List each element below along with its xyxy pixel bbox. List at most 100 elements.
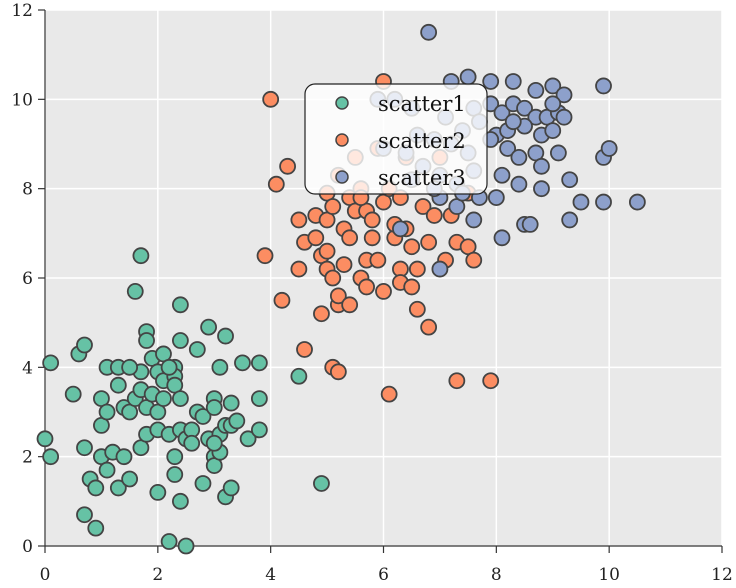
scatter-point [431, 260, 449, 278]
legend-label: scatter1 [378, 92, 466, 116]
scatter-point [183, 434, 201, 452]
scatter-point [358, 278, 375, 296]
scatter-point [250, 421, 268, 439]
scatter-point [600, 140, 618, 157]
scatter-point [36, 430, 54, 448]
scatter-point [290, 367, 308, 385]
y-tick-label: 0 [22, 537, 33, 557]
x-tick-label: 12 [711, 565, 733, 585]
scatter-point [121, 358, 139, 376]
x-tick-label: 8 [491, 565, 502, 585]
scatter-point [211, 358, 229, 376]
scatter-point [595, 77, 612, 95]
scatter-point [290, 211, 308, 229]
scatter-point [188, 341, 206, 358]
scatter-point [408, 260, 426, 278]
legend-label: scatter3 [378, 166, 466, 190]
scatter-point [544, 122, 562, 140]
scatter-point [459, 68, 477, 86]
scatter-point [595, 193, 612, 211]
scatter-point [64, 385, 82, 403]
scatter-point [296, 341, 313, 358]
scatter-point [499, 140, 517, 157]
scatter-point [324, 269, 342, 287]
scatter-point [628, 193, 646, 211]
scatter-point [420, 318, 438, 336]
scatter-point [341, 296, 359, 314]
scatter-point [544, 77, 562, 95]
scatter-point [171, 296, 189, 314]
scatter-point [121, 470, 139, 488]
scatter-point [510, 148, 528, 166]
scatter-point [155, 390, 172, 408]
scatter-point [363, 229, 381, 247]
scatter-point [262, 90, 280, 108]
scatter-point [87, 479, 105, 497]
scatter-point [205, 434, 223, 452]
scatter-point [166, 448, 184, 466]
scatter-point [527, 82, 545, 99]
scatter-point [109, 376, 127, 394]
scatter-point [42, 354, 60, 372]
scatter-point [329, 363, 347, 381]
legend-marker [335, 96, 349, 110]
scatter-point [76, 506, 93, 524]
series-scatter1 [36, 247, 330, 555]
scatter-point [335, 256, 353, 274]
scatter-point [420, 23, 438, 41]
scatter-point [171, 390, 189, 408]
scatter-point [493, 166, 511, 184]
scatter-point [533, 180, 550, 198]
scatter-point [414, 198, 432, 215]
y-tick-label: 2 [22, 448, 33, 468]
scatter-point [482, 372, 500, 390]
legend: scatter1 scatter2 scatter3 [304, 83, 488, 195]
legend-marker [335, 170, 349, 184]
scatter-point [76, 336, 93, 354]
scatter-point [482, 73, 500, 90]
x-tick-label: 0 [40, 565, 51, 585]
scatter-point [267, 175, 285, 193]
scatter-point [549, 144, 567, 162]
scatter-point [493, 229, 511, 247]
scatter-point [363, 211, 381, 229]
scatter-point [555, 86, 573, 104]
scatter-point [313, 305, 330, 323]
scatter-point [392, 220, 409, 238]
scatter-point [329, 287, 347, 305]
scatter-point [132, 247, 150, 265]
scatter-point [561, 211, 579, 229]
scatter-point [533, 157, 550, 175]
scatter-point [307, 229, 325, 247]
scatter-point [228, 412, 246, 430]
scatter-point [290, 260, 308, 278]
scatter-point [87, 519, 105, 537]
scatter-point [222, 394, 240, 412]
scatter-point [42, 448, 60, 466]
scatter-point [194, 408, 212, 425]
scatter-point [369, 251, 387, 269]
legend-marker [335, 133, 349, 147]
scatter-point [380, 385, 398, 403]
y-tick-label: 12 [11, 1, 33, 21]
scatter-point [250, 354, 268, 372]
scatter-point [324, 198, 342, 215]
scatter-point [341, 229, 359, 247]
y-tick-label: 8 [22, 180, 33, 200]
scatter-point [504, 113, 522, 131]
scatter-point [273, 291, 291, 309]
scatter-point [239, 430, 257, 448]
scatter-point [217, 327, 234, 345]
scatter-point [375, 282, 392, 300]
scatter-point [138, 332, 155, 349]
scatter-point [171, 492, 189, 510]
y-tick-label: 10 [11, 90, 33, 110]
scatter-point [420, 233, 438, 251]
scatter-point [516, 99, 533, 117]
x-tick-label: 4 [265, 565, 276, 585]
scatter-point [149, 483, 167, 501]
scatter-point [98, 403, 116, 421]
scatter-point [555, 108, 573, 126]
scatter-point [76, 439, 93, 457]
scatter-point [200, 318, 218, 336]
